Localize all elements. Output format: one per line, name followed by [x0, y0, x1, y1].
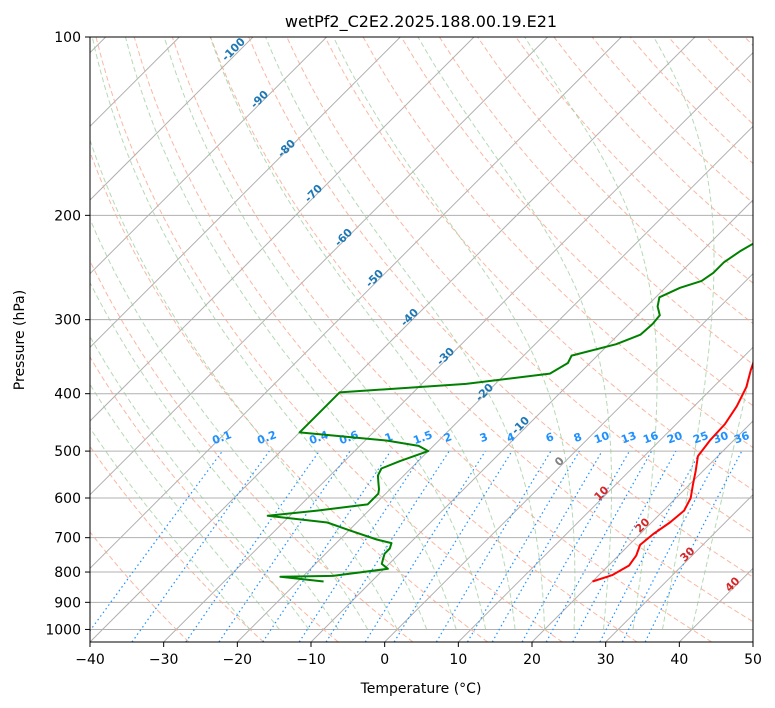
y-tick-label: 600 — [54, 491, 81, 507]
mixing-ratio-label: 25 — [691, 429, 710, 446]
isotherm — [90, 37, 254, 201]
y-tick-label: 300 — [54, 313, 81, 329]
y-tick-label: 100 — [54, 30, 81, 46]
mixing-ratio-label: 3 — [478, 430, 490, 445]
isotherm — [531, 420, 753, 642]
mixing-ratio-label: 4 — [505, 430, 517, 445]
isotherm — [90, 37, 475, 422]
mixing-ratio-label: 0.2 — [255, 428, 278, 447]
mixing-ratio-label: 1.5 — [411, 428, 434, 447]
mixing-ratio-label: 1 — [383, 430, 395, 445]
dry-adiabat — [90, 445, 264, 642]
dry-adiabat — [210, 37, 753, 623]
x-axis-ticks: −40 −30 −20 −10 0 10 20 30 40 50 — [75, 642, 762, 668]
mixing-ratio-label: 16 — [641, 429, 660, 447]
dry-adiabat — [248, 37, 753, 578]
isotherm — [90, 37, 622, 570]
moist-adiabat — [417, 37, 612, 630]
isotherm — [90, 37, 328, 275]
x-tick-label: −30 — [149, 652, 179, 668]
x-tick-label: 40 — [670, 652, 688, 668]
mixing-ratio-label: 6 — [544, 430, 556, 445]
moist-adiabat — [163, 37, 487, 630]
mixing-ratio-label: 0.1 — [210, 428, 233, 447]
dry-adiabat — [133, 37, 638, 642]
mixing-ratio-line — [466, 450, 580, 642]
moist-adiabat — [90, 217, 369, 630]
dry-adiabat — [90, 150, 488, 642]
temperature-profile — [592, 360, 753, 583]
dry-adiabat — [95, 37, 563, 642]
x-tick-label: 30 — [597, 652, 615, 668]
dry-adiabat — [515, 37, 753, 284]
isotherm — [90, 37, 549, 496]
isotherm — [457, 346, 753, 642]
plot-frame — [89, 36, 754, 643]
mixing-ratio-label: 13 — [619, 429, 638, 446]
profile-lines — [266, 242, 753, 583]
isotherm — [90, 37, 696, 642]
moist-adiabat — [209, 37, 516, 630]
dewpoint-profile — [266, 242, 753, 583]
moist-adiabat — [524, 37, 658, 630]
isotherm — [605, 493, 753, 642]
mixing-ratio-line — [599, 450, 702, 642]
x-axis-label: Temperature (°C) — [360, 681, 482, 697]
dry-adiabat — [90, 356, 339, 642]
background-lines — [90, 37, 753, 642]
y-tick-label: 1000 — [45, 622, 81, 638]
y-axis-label: Pressure (hPa) — [12, 290, 28, 390]
mixing-ratio-line — [262, 450, 392, 642]
y-axis-ticks: 100 200 300 400 500 600 700 800 900 1000 — [45, 30, 90, 638]
x-tick-label: 10 — [449, 652, 467, 668]
moist-adiabat — [90, 335, 310, 630]
moist-adiabat — [265, 37, 546, 630]
mixing-ratio-line — [435, 450, 552, 642]
isotherm — [384, 272, 753, 642]
chart-title: wetPf2_C2E2.2025.188.00.19.E21 — [285, 12, 557, 32]
mixing-ratio-line — [185, 450, 320, 642]
x-tick-label: 50 — [744, 652, 762, 668]
isotherm — [163, 51, 753, 642]
mixing-ratio-label: 10 — [592, 429, 611, 447]
dry-adiabat — [171, 37, 712, 642]
isotherm — [236, 125, 753, 642]
dry-adiabat — [438, 37, 753, 366]
mixing-ratio-line — [298, 450, 425, 642]
mixing-ratio-line — [393, 450, 513, 642]
moist-adiabat — [125, 37, 457, 630]
dry-adiabat — [90, 259, 414, 642]
mixing-ratio-line — [572, 450, 677, 642]
mixing-ratio-label: 8 — [572, 430, 584, 445]
y-tick-label: 400 — [54, 387, 81, 403]
x-tick-label: −40 — [75, 652, 105, 668]
dry-adiabat — [400, 37, 753, 407]
dry-adiabat — [90, 531, 190, 642]
y-tick-label: 800 — [54, 565, 81, 581]
mixing-ratio-line — [325, 450, 450, 642]
mixing-ratio-line — [218, 450, 351, 642]
dry-adiabat — [324, 37, 753, 491]
x-tick-label: 20 — [523, 652, 541, 668]
x-tick-label: −20 — [223, 652, 253, 668]
moist-adiabat — [332, 37, 576, 630]
moist-adiabat — [90, 281, 339, 630]
x-tick-label: 0 — [380, 652, 389, 668]
y-tick-label: 900 — [54, 595, 81, 611]
mixing-ratio-line — [364, 450, 486, 642]
mixing-ratio-label: 2 — [442, 430, 454, 445]
mixing-ratio-label: 20 — [665, 429, 684, 447]
y-tick-label: 700 — [54, 531, 81, 547]
y-tick-label: 200 — [54, 208, 81, 224]
moist-adiabat — [691, 358, 753, 630]
moist-adiabat — [90, 138, 398, 630]
y-tick-label: 500 — [54, 444, 81, 460]
isotherm — [90, 37, 401, 349]
x-tick-label: −10 — [296, 652, 326, 668]
mixing-ratio-label: 36 — [732, 429, 751, 447]
moist-adiabat — [91, 37, 428, 630]
